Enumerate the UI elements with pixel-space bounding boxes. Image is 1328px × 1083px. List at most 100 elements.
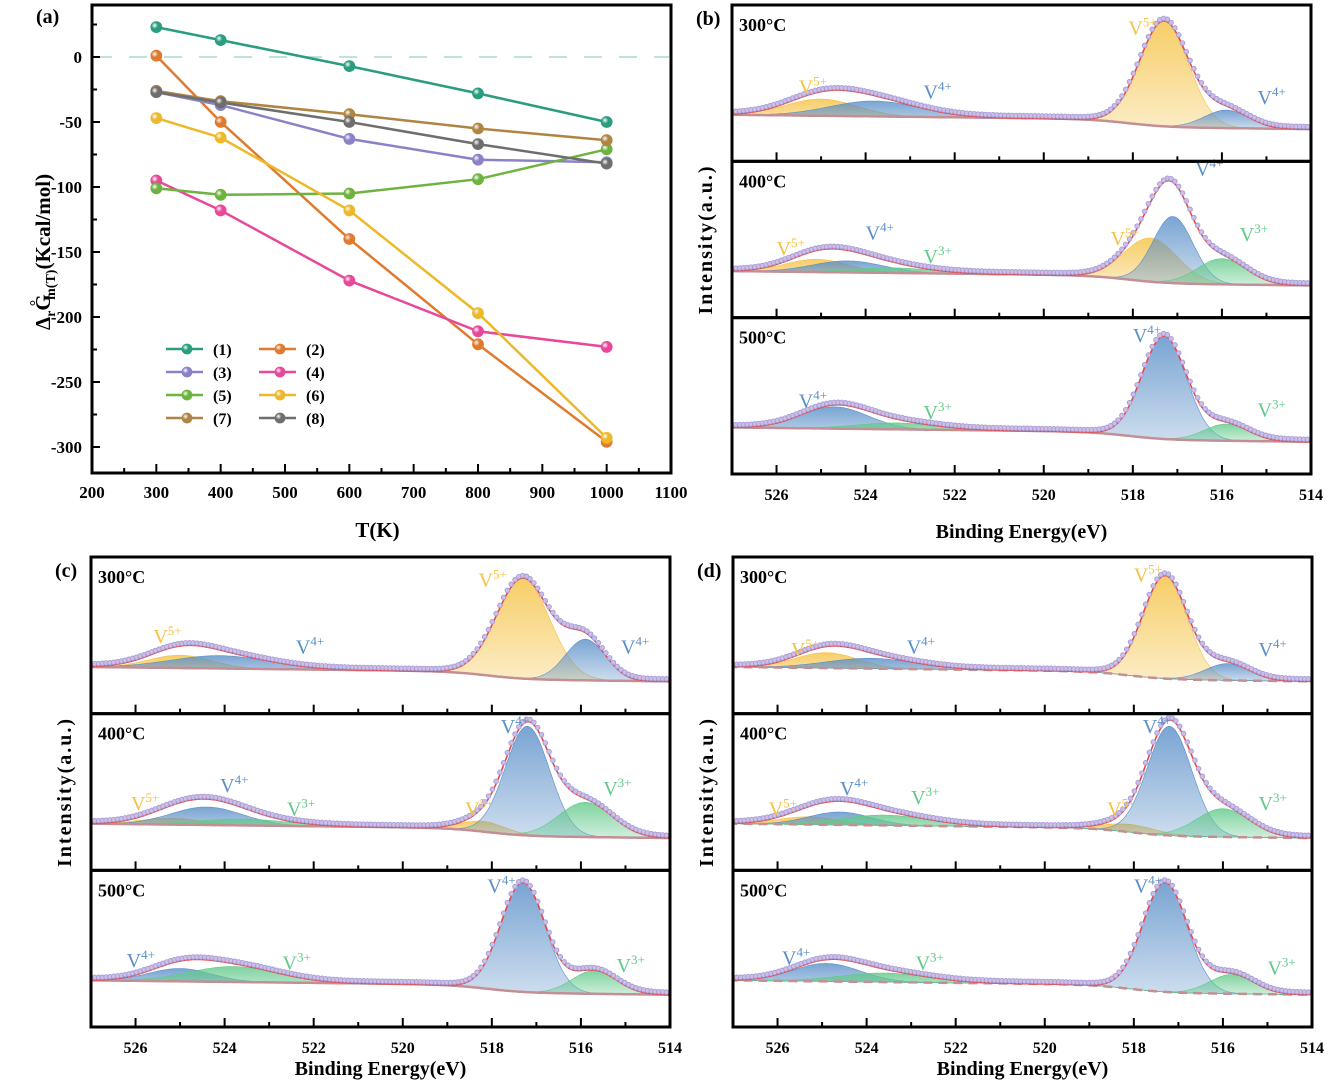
raw-point [1233, 805, 1240, 812]
legend-label: (7) [213, 411, 232, 428]
raw-point [1173, 889, 1179, 896]
raw-point [1107, 423, 1114, 429]
subplot-500c: V4+V3+V4+V3+500°C [731, 868, 1314, 1029]
panel-label: (a) [36, 6, 59, 28]
raw-point [1165, 878, 1172, 885]
x-axis-label: Binding Energy(eV) [936, 521, 1108, 543]
raw-point [1203, 780, 1209, 786]
state-annotation: V4+ [501, 713, 529, 738]
raw-point [489, 786, 496, 793]
raw-point [1158, 722, 1164, 729]
legend-marker [181, 366, 193, 378]
fit-envelope [91, 577, 670, 683]
spectrum [732, 330, 1311, 444]
raw-point [1150, 583, 1156, 589]
raw-point [1194, 222, 1201, 229]
raw-point [1150, 739, 1156, 745]
data-point [214, 116, 227, 128]
raw-point [1122, 86, 1129, 93]
state-annotation: V3+ [911, 784, 939, 809]
raw-point [561, 959, 567, 965]
annotation-superscript: 4+ [502, 872, 516, 887]
legend-marker [274, 412, 286, 424]
background-line [733, 665, 1312, 683]
raw-point [481, 958, 488, 964]
raw-point [1134, 61, 1140, 67]
annotation-base: V [617, 955, 632, 977]
raw-point [493, 931, 499, 938]
annotation-superscript: 5+ [168, 623, 182, 638]
raw-point [610, 812, 617, 818]
raw-point [1130, 70, 1137, 77]
raw-point [1241, 810, 1247, 817]
annotation-base: V [924, 246, 939, 268]
series-1 [150, 21, 613, 128]
raw-point [1176, 898, 1183, 904]
legend-label: (2) [306, 342, 325, 359]
raw-point [1138, 51, 1144, 58]
raw-point [512, 883, 518, 890]
raw-point [478, 640, 484, 646]
raw-point [1199, 953, 1206, 959]
raw-point [1138, 216, 1144, 222]
raw-point [1175, 32, 1182, 38]
raw-point [1192, 938, 1198, 944]
annotation-base: V [866, 223, 881, 245]
raw-point [1202, 406, 1208, 412]
raw-point [1194, 73, 1201, 80]
raw-data-points [91, 877, 670, 995]
raw-point [523, 573, 530, 580]
raw-point [610, 972, 617, 979]
raw-point [1248, 816, 1255, 822]
subplot-300c: V5+V4+V5+V4+300°C [730, 3, 1313, 163]
annotation-superscript: 5+ [813, 74, 827, 89]
annotation-base: V [296, 637, 311, 659]
raw-point [1172, 342, 1178, 348]
temperature-label: 500°C [740, 880, 787, 900]
legend-item: (3) [166, 365, 232, 382]
state-annotation: V3+ [617, 952, 645, 977]
x-tick-label: 524 [855, 1040, 879, 1057]
raw-point [614, 663, 620, 670]
annotation-superscript: 5+ [805, 636, 819, 651]
annotation-base: V [1143, 716, 1158, 738]
subplot-400c: V5+V4+V3+V5+V4+V3+400°C [730, 156, 1313, 320]
raw-point [1240, 261, 1246, 267]
state-annotation: V5+ [131, 790, 159, 815]
state-annotation: V3+ [924, 399, 952, 424]
raw-point [538, 908, 545, 915]
y-tick-label: -50 [59, 113, 82, 132]
raw-point [1131, 941, 1138, 948]
raw-data-points [733, 714, 1312, 839]
plot-frame [90, 3, 673, 475]
annotation-superscript: 4+ [880, 220, 894, 235]
annotation-superscript: 5+ [783, 795, 797, 810]
raw-point [1142, 601, 1149, 607]
raw-point [1207, 962, 1213, 968]
annotation-base: V [220, 775, 235, 797]
y-tick-label: -300 [51, 438, 82, 457]
raw-point [1164, 16, 1171, 23]
raw-point [1122, 406, 1129, 413]
raw-point [1142, 760, 1149, 766]
raw-point [1111, 102, 1118, 109]
x-tick-label: 518 [1121, 487, 1145, 504]
raw-point [527, 882, 533, 889]
x-tick-label: 520 [1032, 487, 1056, 504]
raw-point [512, 576, 518, 583]
state-annotation: V5+ [1128, 15, 1156, 40]
raw-point [599, 803, 605, 809]
background-line [733, 822, 1312, 840]
raw-point [557, 618, 564, 624]
x-tick-label: 514 [1300, 1040, 1324, 1057]
temperature-label: 400°C [740, 724, 787, 744]
annotation-superscript: 3+ [1272, 397, 1286, 412]
state-annotation: V5+ [777, 235, 805, 260]
annotation-superscript: 5+ [493, 567, 507, 582]
raw-point [553, 614, 560, 620]
raw-point [1145, 352, 1152, 358]
raw-point [1206, 239, 1212, 245]
raw-point [1180, 598, 1187, 605]
state-annotation: V3+ [1259, 790, 1287, 815]
raw-point [538, 731, 545, 738]
